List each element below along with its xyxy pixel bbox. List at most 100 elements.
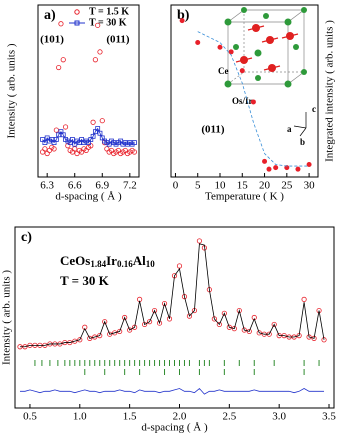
marker [301, 296, 307, 302]
ce-atoms [240, 24, 294, 72]
legend-label: T = 1.5 K [89, 6, 129, 17]
marker [39, 149, 46, 155]
marker [266, 166, 272, 172]
title-subscript: 0.16 [117, 259, 133, 269]
marker [92, 334, 98, 340]
marker [53, 127, 59, 133]
marker [60, 57, 66, 63]
x-tick-label: 1.0 [73, 411, 87, 423]
title-part: CeOs [60, 253, 90, 268]
marker [131, 149, 138, 155]
marker [295, 166, 301, 172]
ce-moments [235, 25, 299, 71]
marker [236, 307, 242, 314]
marker [250, 99, 256, 105]
marker [46, 147, 53, 154]
legend-marker [74, 20, 80, 26]
marker [56, 64, 62, 71]
x-tick-label: 2.0 [173, 411, 187, 423]
series-line [19, 243, 325, 348]
chart-title: CeOs1.84Ir0.16Al10 [60, 253, 155, 269]
panel-label: c) [21, 230, 32, 245]
x-tick-label: 6.6 [68, 180, 82, 192]
panel-label: a) [44, 8, 56, 23]
marker [151, 307, 158, 314]
marker [97, 49, 103, 55]
chart-subtitle: T = 30 K [60, 273, 110, 288]
y-axis-label: Intensity ( arb. units ) [6, 43, 18, 138]
y-axis-label: Integrated intensity ( arb. units ) [324, 20, 336, 162]
axes-triad [293, 112, 307, 137]
cell-edges [227, 9, 305, 85]
x-tick-label: 30 [304, 180, 316, 192]
marker [42, 146, 48, 152]
marker [216, 321, 222, 328]
marker [132, 324, 138, 330]
marker [284, 165, 290, 171]
marker [72, 338, 78, 344]
cell-hidden-edges [227, 10, 304, 85]
marker [107, 331, 113, 337]
marker [156, 320, 163, 326]
marker [72, 146, 78, 152]
marker [176, 263, 183, 269]
plot-frame [37, 4, 140, 178]
annotation: (101) [40, 34, 64, 46]
x-tick-label: 20 [259, 180, 271, 192]
annotation: (011) [201, 124, 225, 136]
marker [97, 130, 103, 136]
marker [90, 119, 96, 125]
marker [70, 137, 75, 142]
marker [95, 22, 101, 28]
marker [195, 40, 201, 46]
marker [226, 324, 232, 330]
inset-label: Os/Ir [232, 96, 253, 106]
marker [117, 328, 123, 335]
x-tick-label: 5 [195, 180, 201, 192]
marker [58, 21, 64, 27]
annotation: (011) [106, 34, 130, 46]
marker [95, 126, 101, 131]
series-line [197, 31, 310, 167]
marker [62, 124, 69, 130]
marker [221, 310, 227, 316]
marker [112, 330, 118, 336]
x-tick-label: 6.9 [95, 180, 109, 192]
marker [104, 146, 110, 152]
x-tick-label: 7.2 [123, 180, 137, 192]
plot-frame [14, 226, 335, 409]
series-line [19, 387, 325, 395]
marker [306, 161, 312, 167]
title-subscript: 10 [146, 259, 156, 269]
marker [92, 57, 98, 63]
marker [262, 158, 268, 164]
marker [102, 319, 108, 325]
marker [97, 332, 103, 339]
x-tick-label: 0 [173, 180, 179, 192]
marker [77, 337, 83, 343]
marker [74, 150, 80, 157]
marker [271, 321, 277, 328]
marker [186, 313, 193, 319]
marker [228, 49, 234, 55]
x-tick-label: 10 [215, 180, 227, 192]
marker [44, 150, 50, 157]
marker [231, 326, 237, 332]
x-tick-label: 1.5 [123, 411, 137, 423]
crystal-inset [224, 7, 307, 137]
x-axis-label: Temperature ( K ) [205, 191, 284, 203]
legend-label: T = 30 K [89, 17, 127, 28]
marker [196, 238, 203, 244]
marker [53, 137, 59, 142]
inset-label: a [287, 124, 292, 134]
marker [217, 44, 223, 50]
inset-label: b [300, 137, 305, 147]
marker [273, 165, 279, 171]
marker [132, 140, 137, 146]
os-atoms [224, 7, 307, 88]
title-part: Ir [106, 253, 117, 268]
title-subscript: 1.84 [90, 259, 106, 269]
marker [99, 118, 105, 124]
title-part: Al [133, 253, 146, 268]
